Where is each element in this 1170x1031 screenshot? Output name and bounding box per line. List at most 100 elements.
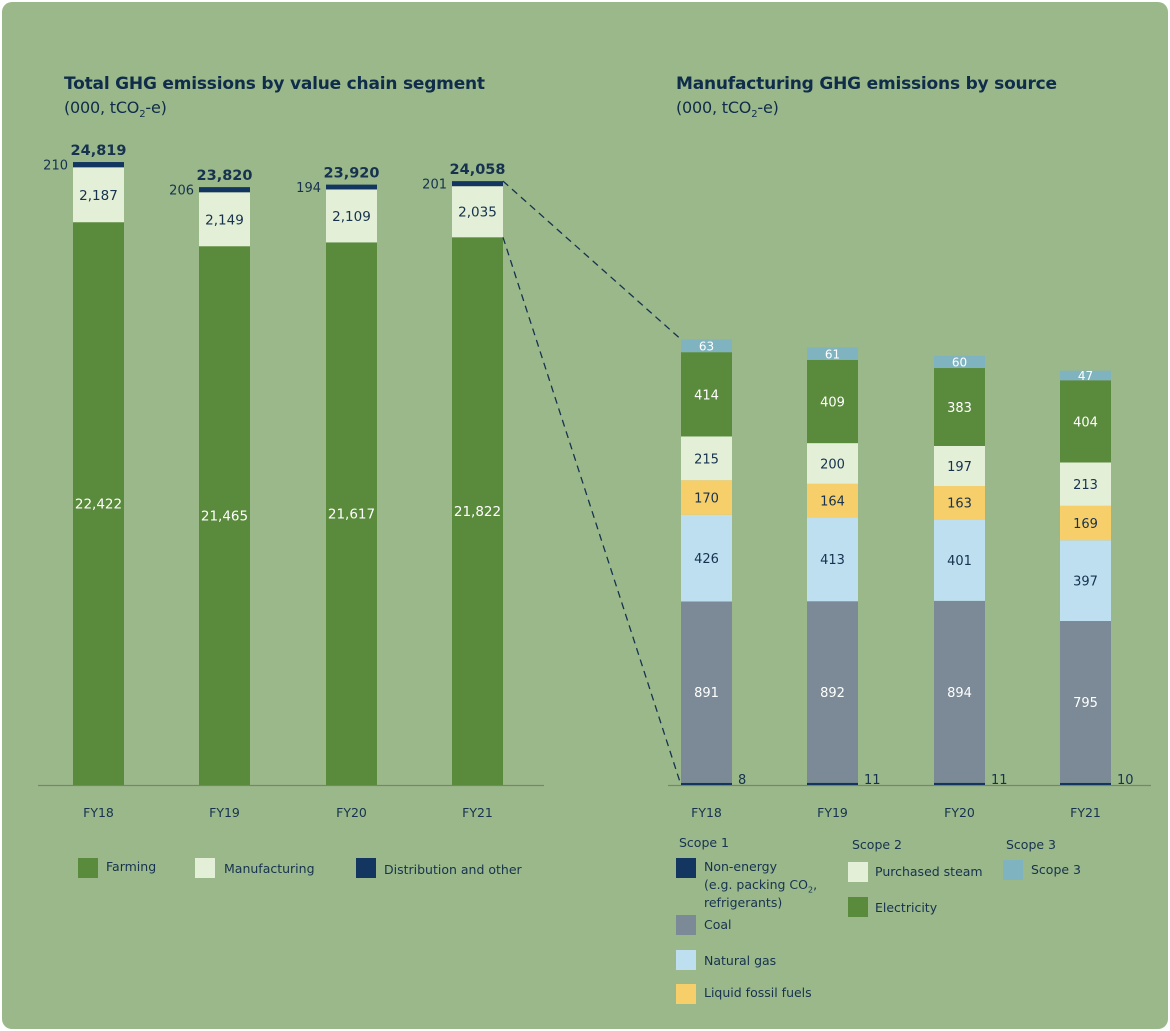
- legend-heading-scope1: Scope 1: [679, 835, 730, 850]
- bar-segment-coal: [681, 601, 732, 783]
- bar-label-electricity: 414: [694, 388, 719, 403]
- x-tick-label: FY21: [1070, 805, 1101, 820]
- bar-label-non_energy: 11: [864, 773, 881, 788]
- legend-label-natural-gas: Natural gas: [704, 953, 777, 968]
- legend-swatch-distribution: [356, 858, 376, 878]
- bar-label-manufacturing: 2,187: [79, 188, 118, 204]
- bar-label-manufacturing: 2,149: [205, 212, 244, 228]
- bar-segment-non_energy: [681, 782, 732, 785]
- legend-label-non-energy-2: (e.g. packing CO2,: [704, 877, 818, 895]
- bar-label-coal: 892: [820, 686, 845, 701]
- right-chart-title: Manufacturing GHG emissions by source (0…: [676, 72, 1057, 127]
- bar-label-purchased_steam: 200: [820, 457, 845, 472]
- connector-line-bottom: [502, 237, 682, 786]
- bar-segment-non_energy: [1060, 782, 1111, 785]
- bar-label-coal: 795: [1073, 696, 1098, 711]
- bar-segment-distribution: [326, 184, 377, 190]
- bar-label-scope3: 60: [952, 356, 967, 370]
- bar-segment-scope3: [681, 339, 732, 353]
- bar-segment-electricity: [807, 359, 858, 444]
- bar-segment-coal: [1060, 621, 1111, 783]
- bar-segment-electricity: [934, 368, 985, 446]
- legend-label-farming: Farming: [106, 859, 157, 874]
- bar-label-manufacturing: 2,035: [458, 205, 497, 221]
- bar-segment-electricity: [681, 352, 732, 437]
- legend-label-manufacturing: Manufacturing: [224, 861, 315, 876]
- bar-segment-distribution: [73, 162, 124, 168]
- bar-label-liquid_fossil: 164: [820, 495, 845, 510]
- bar-segment-purchased_steam: [807, 443, 858, 484]
- bar-label-natural_gas: 401: [947, 554, 972, 569]
- bar-segment-non_energy: [807, 782, 858, 785]
- x-tick-label: FY20: [336, 805, 367, 820]
- bar-label-scope3: 61: [825, 347, 840, 361]
- legend-label-distribution: Distribution and other: [384, 862, 522, 877]
- x-tick-label: FY19: [817, 805, 848, 820]
- bar-label-scope3: 47: [1078, 369, 1093, 383]
- connector-line-top: [502, 180, 682, 340]
- bar-label-farming: 22,422: [75, 497, 122, 513]
- bar-segment-manufacturing: [452, 186, 503, 238]
- legend-swatch-natural-gas: [676, 950, 696, 970]
- bar-label-electricity: 409: [820, 396, 845, 411]
- bar-label-distribution: 201: [422, 178, 447, 193]
- bar-total-label: 23,920: [324, 166, 380, 182]
- bar-segment-natural_gas: [934, 519, 985, 601]
- bar-segment-liquid_fossil: [934, 486, 985, 520]
- x-tick-label: FY21: [462, 805, 493, 820]
- bar-segment-liquid_fossil: [681, 480, 732, 515]
- bar-total-label: 23,820: [197, 168, 253, 184]
- legend-swatch-non-energy: [676, 858, 696, 878]
- bar-label-coal: 894: [947, 686, 972, 701]
- bar-segment-manufacturing: [73, 167, 124, 223]
- bar-label-natural_gas: 426: [694, 552, 719, 567]
- bar-label-purchased_steam: 213: [1073, 478, 1098, 493]
- left-chart-unit: (000, tCO2-e): [64, 98, 167, 121]
- bar-label-purchased_steam: 197: [947, 460, 972, 475]
- bar-segment-natural_gas: [681, 514, 732, 602]
- bar-label-distribution: 206: [169, 184, 194, 199]
- bar-label-liquid_fossil: 169: [1073, 517, 1098, 532]
- bar-segment-farming: [73, 222, 124, 786]
- bar-segment-scope3: [1060, 370, 1111, 381]
- bar-label-scope3: 63: [699, 339, 714, 353]
- x-tick-label: FY20: [944, 805, 975, 820]
- bar-segment-farming: [452, 237, 503, 785]
- legend-swatch-liquid-fossil: [676, 984, 696, 1004]
- bar-segment-manufacturing: [199, 192, 250, 247]
- bar-segment-manufacturing: [326, 189, 377, 243]
- legend-label-coal: Coal: [704, 917, 732, 932]
- bar-segment-natural_gas: [1060, 540, 1111, 622]
- right-chart-title-text: Manufacturing GHG emissions by source: [676, 74, 1057, 94]
- x-tick-label: FY19: [209, 805, 240, 820]
- bar-segment-coal: [807, 601, 858, 783]
- legend-swatch-coal: [676, 915, 696, 935]
- bar-segment-farming: [326, 242, 377, 785]
- x-tick-label: FY18: [83, 805, 114, 820]
- bar-segment-liquid_fossil: [1060, 505, 1111, 541]
- legend-label-scope3: Scope 3: [1031, 862, 1082, 877]
- bar-label-farming: 21,822: [454, 504, 501, 520]
- legend-swatch-farming: [78, 858, 98, 878]
- bar-label-liquid_fossil: 163: [947, 497, 972, 512]
- bar-segment-purchased_steam: [934, 445, 985, 487]
- bar-segment-liquid_fossil: [807, 483, 858, 518]
- x-tick-label: FY18: [691, 805, 722, 820]
- bar-segment-farming: [199, 246, 250, 785]
- bar-segment-distribution: [199, 187, 250, 193]
- bar-label-electricity: 383: [947, 401, 972, 416]
- bar-segment-natural_gas: [807, 517, 858, 602]
- bar-label-liquid_fossil: 170: [694, 491, 719, 506]
- bar-segment-distribution: [452, 181, 503, 187]
- legend-swatch-purchased-steam: [848, 862, 868, 882]
- left-chart-title-text: Total GHG emissions by value chain segme…: [64, 74, 485, 94]
- bar-label-purchased_steam: 215: [694, 452, 719, 467]
- bar-label-electricity: 404: [1073, 415, 1098, 430]
- bar-label-natural_gas: 413: [820, 553, 845, 568]
- bar-label-farming: 21,465: [201, 509, 248, 525]
- bar-segment-purchased_steam: [681, 436, 732, 481]
- bar-segment-purchased_steam: [1060, 462, 1111, 506]
- legend-swatch-electricity: [848, 897, 868, 917]
- legend-swatch-scope3: [1003, 860, 1023, 880]
